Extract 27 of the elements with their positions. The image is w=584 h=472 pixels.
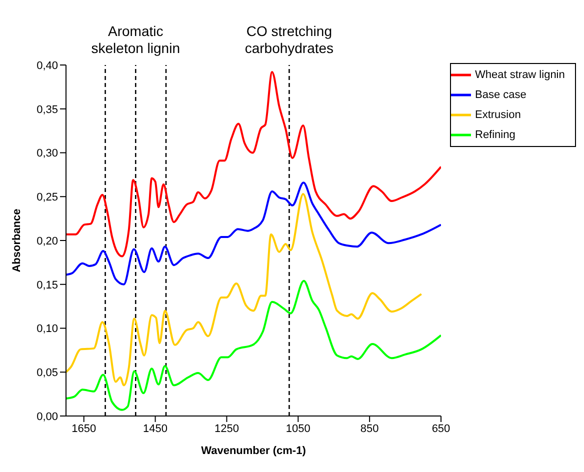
y-tick-label: 0,20 xyxy=(36,235,58,248)
y-tick-label: 0,35 xyxy=(36,104,58,116)
legend-label: Refining xyxy=(475,128,516,141)
x-tick-label: 650 xyxy=(432,422,450,435)
ref-line-label: Aromatic skeleton lignin xyxy=(91,23,180,56)
x-tick-label: 1250 xyxy=(214,422,239,435)
x-axis-title: Wavenumber (cm-1) xyxy=(201,445,306,457)
line-series xyxy=(66,71,441,258)
x-tick-label: 1450 xyxy=(143,422,168,435)
line-series xyxy=(66,192,422,386)
y-tick-label: 0,05 xyxy=(36,367,58,380)
x-tick-label: 1650 xyxy=(72,422,96,435)
y-tick-label: 0,10 xyxy=(36,323,58,336)
legend-label: Base case xyxy=(475,88,526,101)
y-tick-label: 0,30 xyxy=(36,148,58,160)
y-axis-title: Absorbance xyxy=(10,208,23,272)
y-tick-label: 0,15 xyxy=(36,279,58,292)
legend-label: Wheat straw lignin xyxy=(475,68,565,81)
ref-line-label: CO stretching carbohydrates xyxy=(244,23,334,56)
line-series xyxy=(66,280,441,411)
y-tick-label: 0,40 xyxy=(36,60,58,72)
x-tick-label: 1050 xyxy=(286,422,310,435)
legend-label: Extrusion xyxy=(475,108,521,121)
y-tick-label: 0,00 xyxy=(36,410,58,423)
x-tick-label: 850 xyxy=(360,422,379,435)
y-tick-label: 0,25 xyxy=(36,192,58,204)
line-series xyxy=(66,182,441,286)
